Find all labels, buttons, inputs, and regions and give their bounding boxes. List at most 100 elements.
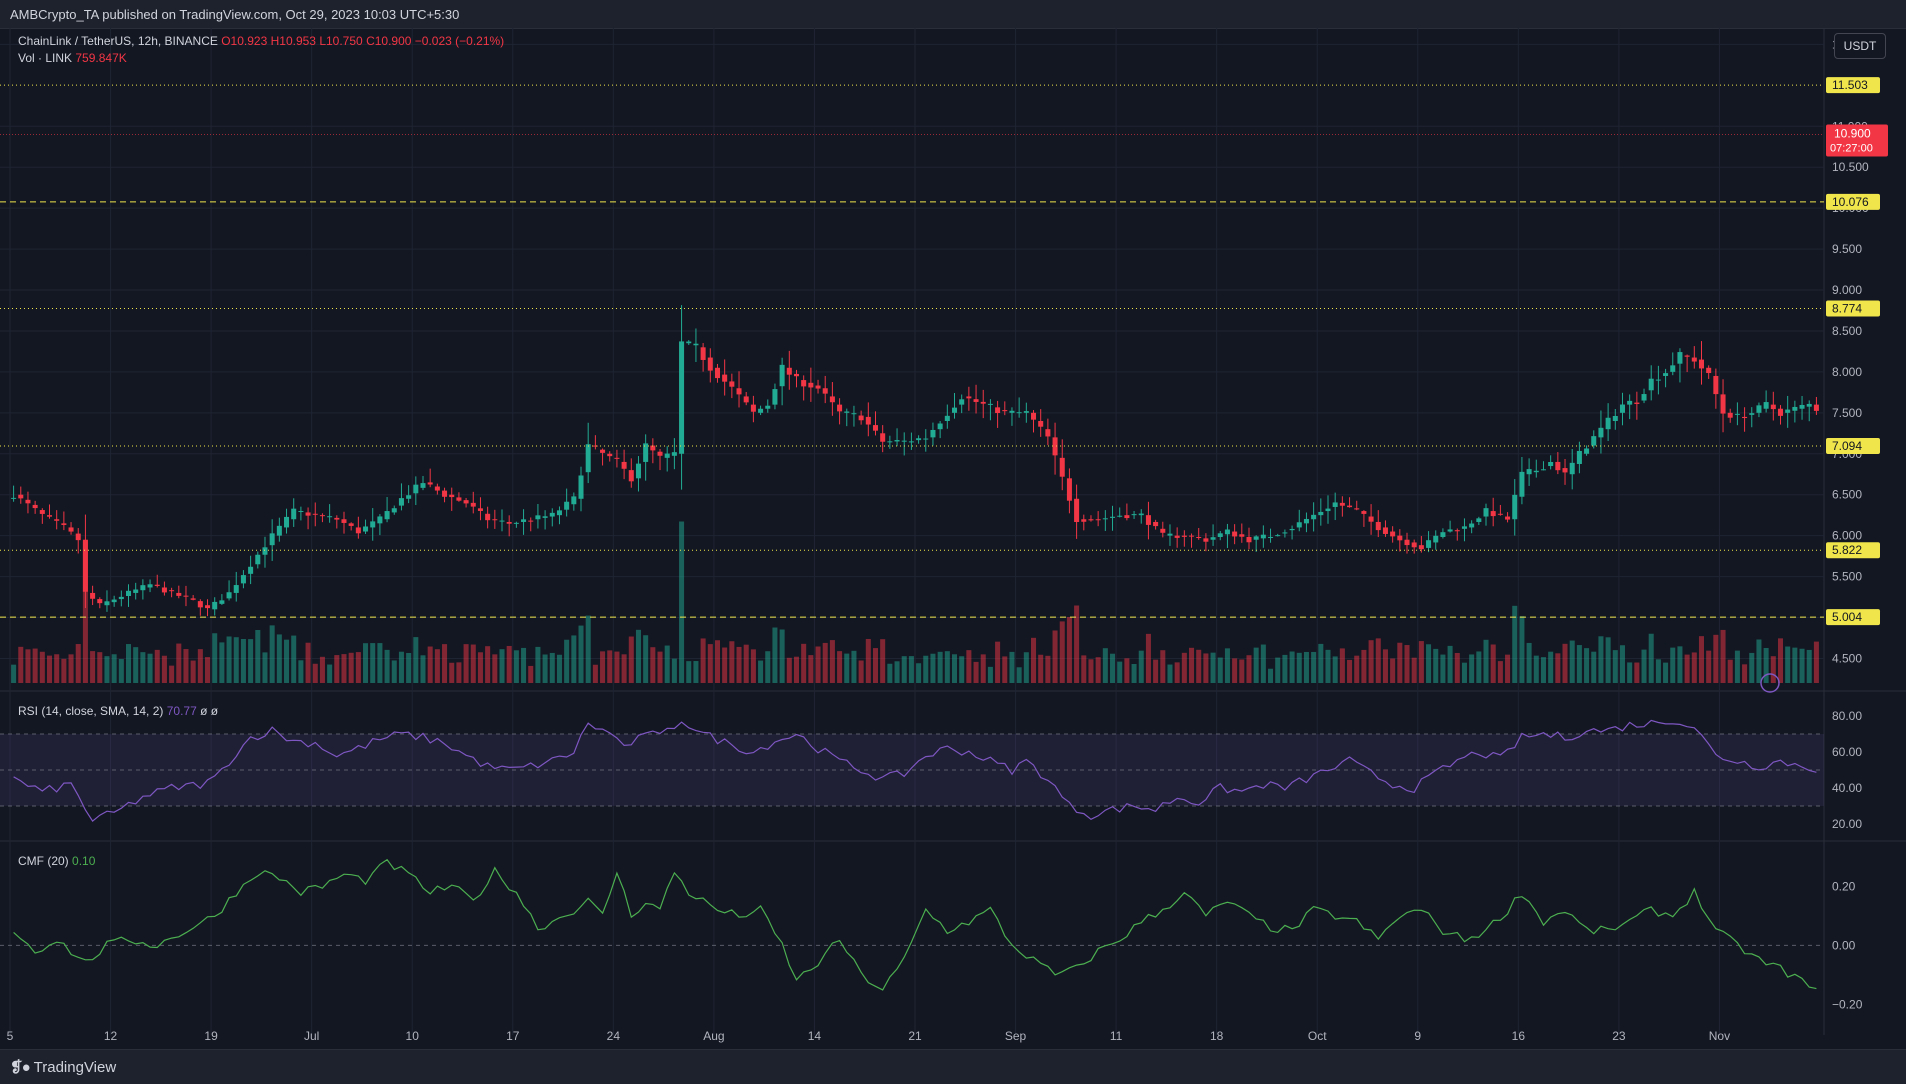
x-tick-label: Sep xyxy=(1005,1029,1027,1043)
candle-body xyxy=(829,396,835,403)
candle-body xyxy=(169,590,175,592)
volume-bar xyxy=(671,658,677,683)
candle-body xyxy=(1476,518,1482,522)
candle-body xyxy=(1023,411,1029,413)
candle-body xyxy=(592,445,598,447)
candle-body xyxy=(1203,538,1209,542)
volume-bar xyxy=(686,661,692,683)
candle-body xyxy=(844,411,850,413)
candle-body xyxy=(1433,535,1439,543)
y-tick-label: 5.500 xyxy=(1832,570,1862,584)
candle-body xyxy=(384,511,390,520)
candle-body xyxy=(248,566,254,574)
replay-icon[interactable] xyxy=(1760,673,1780,693)
volume-bar xyxy=(1153,659,1159,683)
volume-bar xyxy=(944,651,950,683)
volume-bar xyxy=(908,656,914,683)
ohlc-low: L10.750 xyxy=(319,34,363,48)
candle-body xyxy=(865,416,871,425)
candle-body xyxy=(1548,462,1554,467)
candle-body xyxy=(1720,394,1726,414)
candle-body xyxy=(1282,532,1288,534)
candle-body xyxy=(276,525,282,536)
candle-body xyxy=(951,407,958,413)
volume-bar xyxy=(1303,651,1309,683)
volume-bar xyxy=(750,649,756,683)
candle-body xyxy=(506,521,512,524)
candle-body xyxy=(600,449,606,453)
candle-body xyxy=(485,513,491,521)
candle-body xyxy=(1770,404,1776,410)
candle-body xyxy=(1138,513,1144,516)
tradingview-logo-icon: ❡● xyxy=(10,1059,31,1076)
candle-body xyxy=(190,598,196,600)
candle-body xyxy=(729,381,735,387)
volume-bar xyxy=(1785,646,1791,683)
candle-body xyxy=(1562,468,1568,473)
candle-body xyxy=(901,440,907,442)
volume-bar xyxy=(1224,648,1230,683)
volume-bar xyxy=(1095,657,1101,683)
candle-body xyxy=(1268,536,1274,538)
candle-body xyxy=(1655,379,1661,381)
volume-bar xyxy=(1677,646,1683,683)
y-tick-label: 6.000 xyxy=(1832,529,1862,543)
level-tag xyxy=(1826,193,1880,210)
volume-bar xyxy=(1792,647,1798,683)
volume-bar xyxy=(1160,650,1166,683)
volume-bar xyxy=(1648,633,1654,683)
volume-bar xyxy=(1426,644,1432,683)
volume-bar xyxy=(161,655,167,683)
candle-body xyxy=(183,595,189,597)
candle-body xyxy=(1382,527,1388,534)
candle-body xyxy=(513,522,519,524)
price-chart[interactable]: 5 12 19 Jul 10 17 24 Aug 14 21 Sep 11 18 Oct 9 16 23 Nov 4… xyxy=(0,28,1906,1050)
candle-body xyxy=(1275,535,1281,537)
candle-body xyxy=(1497,513,1503,515)
candle-body xyxy=(104,601,110,606)
level-label: 11.503 xyxy=(1832,78,1868,92)
candle-body xyxy=(370,521,376,528)
candle-body xyxy=(1576,450,1582,464)
volume-bar xyxy=(298,660,304,683)
volume-bar xyxy=(1641,649,1647,683)
candle-body xyxy=(1469,523,1475,528)
volume-bar xyxy=(865,638,871,683)
volume-bar xyxy=(1311,651,1317,683)
volume-bar xyxy=(1512,605,1518,683)
volume-bar xyxy=(32,648,38,683)
candle-body xyxy=(585,444,591,473)
volume-bar xyxy=(1397,642,1403,683)
volume-bar xyxy=(793,656,800,683)
candle-body xyxy=(327,516,333,518)
candle-body xyxy=(363,526,369,532)
currency-button[interactable]: USDT xyxy=(1834,33,1886,59)
symbol-legend: ChainLink / TetherUS, 12h, BINANCE O10.9… xyxy=(18,34,504,48)
candle-body xyxy=(212,601,218,610)
volume-bar xyxy=(772,627,778,683)
candle-body xyxy=(1411,542,1417,548)
volume-bar xyxy=(614,651,620,683)
volume-bar xyxy=(930,653,936,683)
volume-bar xyxy=(1059,621,1065,683)
volume-bar xyxy=(1734,650,1740,683)
candle-body xyxy=(456,497,462,501)
volume-bar xyxy=(635,629,641,683)
volume-bar xyxy=(1598,636,1604,683)
volume-bar xyxy=(1347,659,1353,683)
volume-bar xyxy=(542,654,548,683)
candle-body xyxy=(693,343,699,346)
candle-body xyxy=(1533,470,1539,473)
candle-body xyxy=(758,408,764,413)
candle-body xyxy=(118,596,124,600)
volume-bar xyxy=(959,656,965,683)
candle-body xyxy=(1311,514,1317,520)
volume-bar xyxy=(1210,652,1216,683)
countdown-label: 07:27:00 xyxy=(1830,142,1873,154)
volume-bar xyxy=(1002,656,1008,683)
volume-bar xyxy=(363,643,369,683)
x-tick-label: 23 xyxy=(1612,1029,1626,1043)
volume-bar xyxy=(1289,651,1295,683)
candle-body xyxy=(1117,515,1123,517)
candle-body xyxy=(477,508,483,511)
